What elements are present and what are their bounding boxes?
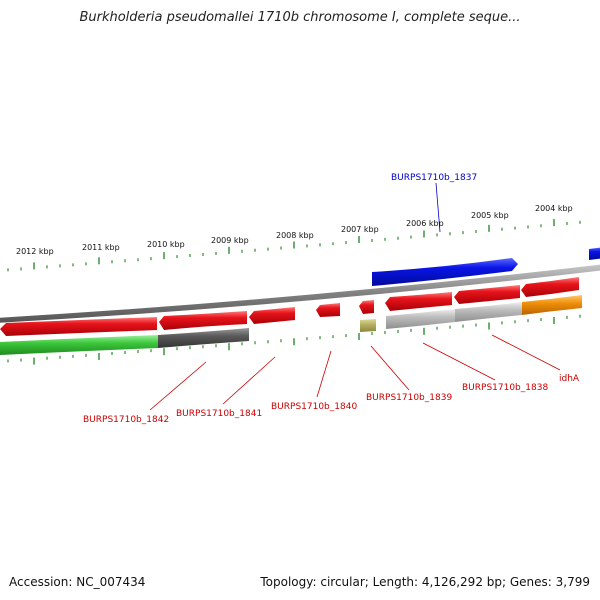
cog-green-block[interactable] [0,335,158,355]
label-BURPS1710b_1840[interactable]: BURPS1710b_1840 [271,402,357,412]
leader-BURPS1710b_1838 [422,342,496,381]
label-idhA[interactable]: idhA [559,374,580,384]
scale-label-2011: 2011 kbp [82,243,120,252]
cog-light-gray-block-1[interactable] [386,309,455,329]
map-title: Burkholderia pseudomallei 1710b chromoso… [79,10,521,25]
genome-summary-text: Topology: circular; Length: 4,126,292 bp… [260,575,590,589]
leader-BURPS1710b_1842 [149,361,207,411]
label-BURPS1710b_1839[interactable]: BURPS1710b_1839 [366,393,452,403]
scale-label-2009: 2009 kbp [211,236,249,245]
gene-blue-edge[interactable] [589,247,600,260]
gene-BURPS1710b_1839[interactable] [316,303,340,317]
scale-label-2010: 2010 kbp [147,240,185,249]
cog-orange-block[interactable] [522,295,582,315]
leader-BURPS1710b_1841 [222,356,276,405]
leader-BURPS1710b_1839 [370,345,410,391]
gene-BURPS1710b_1842[interactable] [0,317,157,336]
leader-BURPS1710b_1840 [316,350,332,398]
scale-label-2007: 2007 kbp [341,225,379,234]
inner-scale-ticks [7,314,581,365]
gene-BURPS1710b_1841[interactable] [159,311,247,330]
scale-label-2008: 2008 kbp [276,231,314,240]
scale-label-2006: 2006 kbp [406,219,444,228]
gene-BURPS1710b_1837[interactable] [372,258,518,286]
label-BURPS1710b_1841[interactable]: BURPS1710b_1841 [176,409,262,419]
scale-label-2005: 2005 kbp [471,211,509,220]
leader-idhA [491,334,561,371]
label-BURPS1710b_1837[interactable]: BURPS1710b_1837 [391,173,477,183]
label-BURPS1710b_1838[interactable]: BURPS1710b_1838 [462,383,548,393]
outer-scale-ticks [7,219,581,272]
gene-BURPS1710b_1840[interactable] [249,307,295,324]
label-BURPS1710b_1842[interactable]: BURPS1710b_1842 [83,415,169,425]
gene-red-small[interactable] [359,300,374,314]
gene-idhA[interactable] [521,277,579,297]
cog-light-gray-block-2[interactable] [455,302,522,322]
cog-olive-block[interactable] [360,319,376,332]
accession-text: Accession: NC_007434 [9,575,146,589]
gene-red-5[interactable] [454,285,520,304]
leader-BURPS1710b_1837 [435,182,441,233]
cog-dark-gray-block[interactable] [158,328,249,348]
scale-label-2012: 2012 kbp [16,247,54,256]
gene-BURPS1710b_1838[interactable] [385,292,452,311]
chromosome-backbone [0,264,600,323]
scale-label-2004: 2004 kbp [535,204,573,213]
